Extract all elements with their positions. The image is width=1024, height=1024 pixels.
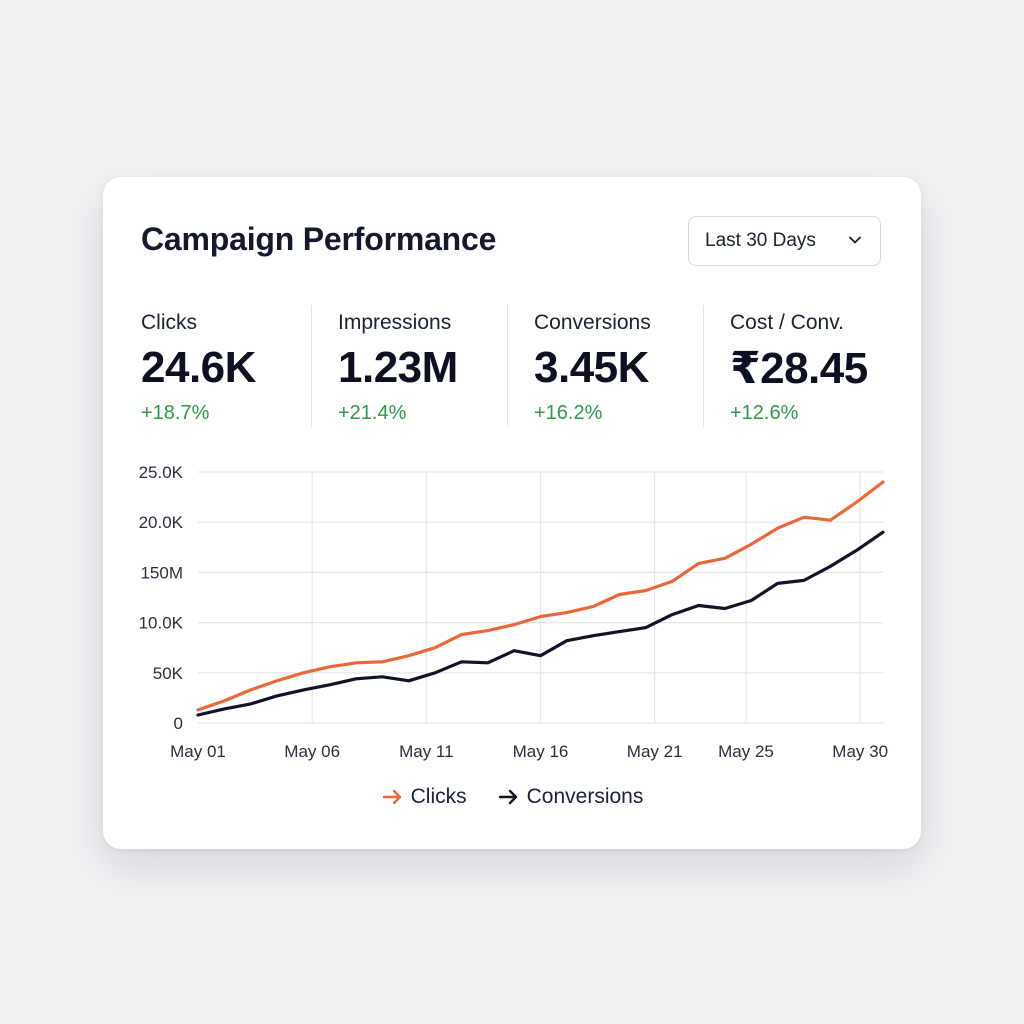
- x-tick-label: May 25: [718, 742, 774, 761]
- kpi-label: Clicks: [141, 311, 197, 334]
- arrow-right-icon: [382, 789, 401, 805]
- kpi-value: 3.45K: [534, 343, 649, 392]
- date-range-label: Last 30 Days: [705, 230, 816, 251]
- chevron-down-icon: [849, 236, 861, 244]
- y-tick-label: 0: [174, 714, 183, 733]
- kpi-label: Conversions: [534, 311, 651, 334]
- kpi-divider: [507, 305, 508, 427]
- y-tick-label: 25.0K: [139, 463, 184, 482]
- card-title: Campaign Performance: [141, 221, 497, 257]
- x-tick-label: May 11: [399, 742, 454, 761]
- legend-item-clicks[interactable]: Clicks: [381, 785, 467, 809]
- kpi-label: Cost / Conv.: [730, 311, 844, 334]
- kpi-row: Clicks 24.6K +18.7% Impressions 1.23M +2…: [141, 305, 886, 429]
- x-tick-label: May 21: [627, 742, 683, 761]
- y-tick-label: 150M: [140, 563, 183, 582]
- legend-label: Conversions: [526, 785, 644, 808]
- x-tick-label: May 30: [832, 742, 888, 761]
- legend-item-conversions[interactable]: Conversions: [497, 785, 644, 809]
- legend-label: Clicks: [410, 785, 467, 808]
- kpi-value: 24.6K: [141, 343, 256, 392]
- performance-line-chart: 0 50K 10.0K 150M 20.0K 25.0K May 01 May 06 May 1…: [139, 463, 888, 761]
- kpi-delta: +16.2%: [534, 402, 603, 424]
- kpi-divider: [703, 305, 704, 427]
- kpi-value: 1.23M: [338, 343, 458, 392]
- arrow-right-icon: [498, 789, 517, 805]
- kpi-delta: +12.6%: [730, 402, 799, 424]
- kpi-value: ₹28.45: [730, 344, 868, 393]
- campaign-performance-card: Campaign Performance Last 30 Days Clicks…: [103, 177, 921, 849]
- x-tick-label: May 01: [170, 742, 226, 761]
- x-tick-label: May 06: [284, 742, 340, 761]
- kpi-delta: +18.7%: [141, 402, 210, 424]
- x-tick-label: May 16: [513, 742, 569, 761]
- kpi-label: Impressions: [338, 311, 452, 334]
- chart-legend: Clicks Conversions: [103, 785, 921, 809]
- clicks-series-line: [196, 480, 885, 712]
- y-tick-label: 50K: [153, 664, 184, 683]
- y-tick-label: 20.0K: [139, 513, 184, 532]
- conversions-series-line: [196, 530, 885, 717]
- y-tick-label: 10.0K: [139, 614, 184, 633]
- kpi-delta: +21.4%: [338, 402, 407, 424]
- date-range-dropdown[interactable]: Last 30 Days: [688, 216, 881, 266]
- kpi-divider: [311, 305, 312, 427]
